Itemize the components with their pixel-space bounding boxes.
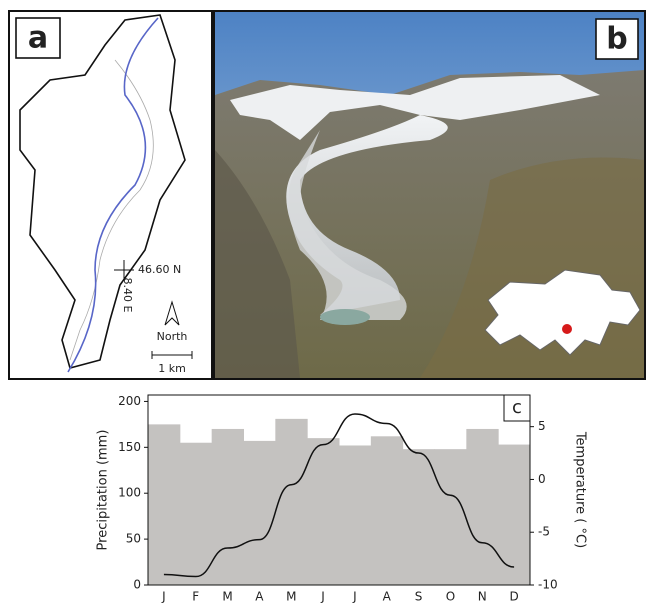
x-tick-label: A xyxy=(383,590,392,604)
bar xyxy=(498,445,530,585)
latitude: 46.60 N xyxy=(138,263,181,276)
x-tick-label: D xyxy=(509,590,518,604)
bar xyxy=(466,429,498,585)
y2-axis-label: Temperature ( °C) xyxy=(573,431,588,548)
y-tick-label: 0 xyxy=(133,578,141,592)
y2-tick-label: -10 xyxy=(538,578,558,592)
x-tick-label: A xyxy=(255,590,264,604)
x-tick-label: F xyxy=(192,590,199,604)
north-arrow: North xyxy=(157,330,188,343)
scale-bar: 1 km xyxy=(158,362,186,375)
photo-panel: b xyxy=(214,11,645,379)
y2-tick-label: -5 xyxy=(538,525,550,539)
bar xyxy=(307,438,339,585)
bar xyxy=(403,449,435,585)
bar xyxy=(339,445,371,585)
longitude: 8.40 E xyxy=(121,278,134,313)
x-tick-label: M xyxy=(286,590,296,604)
bar xyxy=(212,429,244,585)
x-tick-label: J xyxy=(352,590,357,604)
bar xyxy=(435,449,467,585)
y2-tick-label: 5 xyxy=(538,419,546,433)
figure: a 46.60 N 8.40 E North 1 km b 0501001502… xyxy=(0,0,649,604)
x-tick-label: J xyxy=(320,590,325,604)
x-tick-label: N xyxy=(478,590,487,604)
x-tick-label: S xyxy=(415,590,423,604)
y-tick-label: 100 xyxy=(118,486,141,500)
y-axis-label: Precipitation (mm) xyxy=(96,430,111,551)
bar xyxy=(275,419,307,585)
bar xyxy=(244,441,276,585)
panel-label: a xyxy=(28,21,48,56)
y-tick-label: 200 xyxy=(118,394,141,408)
bar xyxy=(180,443,212,585)
map-panel: a 46.60 N 8.40 E North 1 km xyxy=(9,11,212,379)
bar xyxy=(371,436,403,585)
bar xyxy=(148,424,180,585)
y2-tick-label: 0 xyxy=(538,472,546,486)
x-tick-label: J xyxy=(161,590,166,604)
x-tick-label: M xyxy=(222,590,232,604)
panel-label: c xyxy=(512,397,522,418)
y-tick-label: 50 xyxy=(126,532,141,546)
y-tick-label: 150 xyxy=(118,440,141,454)
panel-label: b xyxy=(606,22,627,57)
x-tick-label: O xyxy=(446,590,455,604)
